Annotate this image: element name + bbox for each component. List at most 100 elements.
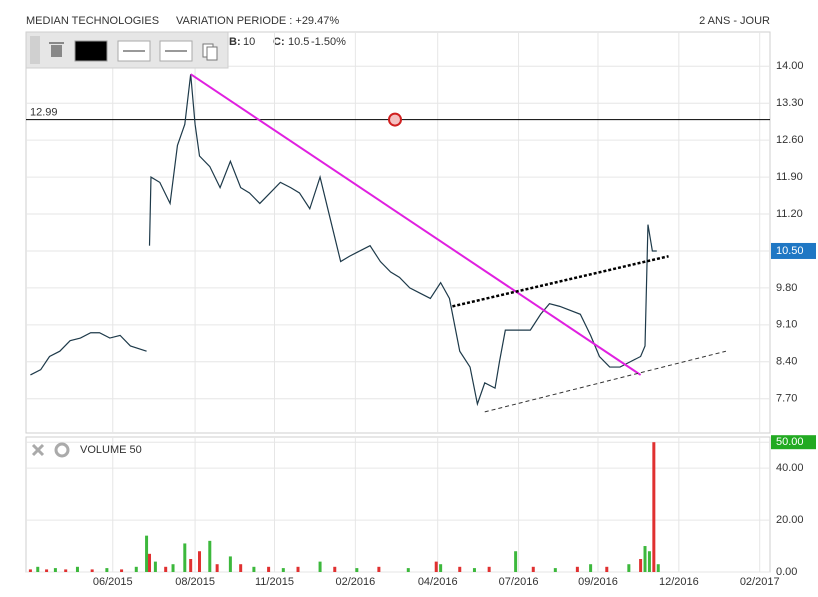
settings-icon[interactable] (54, 442, 70, 458)
line-width-button[interactable] (117, 40, 151, 62)
drawing-toolbar (25, 31, 229, 69)
y-tick-label: 0.00 (776, 566, 797, 578)
volume-bar (472, 568, 476, 572)
volume-bar (64, 569, 68, 572)
x-tick-label: 02/2016 (335, 576, 375, 588)
y-tick-label: 50.00 (776, 436, 804, 448)
volume-bar (318, 561, 322, 572)
volume-bar (171, 564, 175, 572)
volume-bar (90, 569, 94, 572)
volume-bar (553, 568, 557, 572)
volume-bar (627, 564, 631, 572)
volume-bar (183, 543, 187, 572)
hline-label: 12.99 (30, 106, 58, 118)
volume-bar (652, 442, 656, 572)
volume-bar (215, 564, 219, 572)
volume-bar (439, 564, 443, 572)
last-price-box (771, 242, 816, 259)
x-tick-label: 11/2015 (255, 576, 294, 588)
x-tick-label: 07/2016 (499, 576, 539, 588)
y-tick-label: 20.00 (776, 514, 804, 526)
volume-bar (189, 559, 193, 572)
line-style-button[interactable] (159, 40, 193, 62)
trendline (190, 73, 642, 376)
y-tick-label: 9.10 (776, 319, 797, 331)
y-tick-label: 7.70 (776, 393, 797, 405)
volume-bar (589, 564, 593, 572)
volume-bar (639, 559, 643, 572)
last-price-label: 10.50 (776, 245, 804, 257)
x-tick-label: 02/2017 (740, 576, 780, 588)
price-pane (25, 31, 771, 434)
volume-bar (120, 569, 124, 572)
trendline (452, 255, 669, 308)
volume-bar (487, 566, 491, 572)
volume-bar (458, 566, 462, 572)
info-key: B: (229, 36, 241, 48)
volume-bar (377, 566, 381, 572)
y-tick-label: 8.40 (776, 356, 797, 368)
info-key: C: (273, 36, 285, 48)
volume-bar (148, 553, 152, 572)
y-tick-label: 11.90 (776, 171, 803, 183)
volume-bar (134, 566, 138, 572)
price-line (30, 74, 657, 407)
y-tick-highlight (771, 435, 816, 450)
volume-bar (434, 561, 438, 572)
volume-bar (355, 568, 359, 572)
x-tick-label: 08/2015 (175, 576, 215, 588)
volume-bar (53, 568, 57, 572)
x-tick-label: 06/2015 (93, 576, 133, 588)
y-tick-label: 13.30 (776, 97, 804, 109)
chart-subtitle: VARIATION PERIODE : +29.47% (176, 15, 339, 27)
volume-bar (296, 566, 300, 572)
x-tick-label: 12/2016 (659, 576, 699, 588)
volume-bar (647, 551, 651, 572)
volume-bar (514, 551, 518, 572)
y-tick-label: 11.20 (776, 208, 803, 220)
y-tick-label: 40.00 (776, 462, 804, 474)
close-icon[interactable] (31, 443, 45, 457)
volume-bar (164, 566, 168, 572)
line-handle (388, 112, 402, 127)
volume-bar (36, 566, 40, 572)
volume-bar (575, 566, 579, 572)
volume-controls: VOLUME 50 (31, 442, 142, 458)
volume-bar (198, 551, 202, 572)
y-tick-label: 9.80 (776, 282, 797, 294)
volume-bar (45, 569, 49, 572)
volume-bar (281, 568, 285, 572)
y-tick-label: 12.60 (776, 134, 804, 146)
volume-bar (252, 566, 256, 572)
trendline (484, 350, 727, 413)
info-value: 10.5 (288, 36, 309, 48)
info-change: -1.50% (311, 36, 346, 48)
volume-bar (208, 540, 212, 572)
volume-bar (267, 566, 271, 572)
info-row: B: 10 C: 10.5 -1.50% (229, 36, 346, 48)
volume-bar (105, 568, 109, 572)
volume-bar (656, 564, 660, 572)
volume-bar (145, 535, 149, 572)
period-selector[interactable]: 2 ANS - JOUR (699, 15, 770, 27)
volume-bar (75, 566, 79, 572)
x-tick-label: 04/2016 (418, 576, 458, 588)
copy-button[interactable] (202, 43, 218, 61)
volume-bar (28, 569, 32, 572)
volume-bar (605, 566, 609, 572)
volume-bar (239, 564, 243, 572)
volume-bar (153, 561, 157, 572)
info-value: 10 (243, 36, 255, 48)
volume-bar (643, 546, 647, 572)
plot: 06/2015 08/2015 11/2015 02/2016 04/2016 07/20… (26, 32, 816, 588)
delete-button[interactable] (49, 42, 64, 57)
volume-label: VOLUME 50 (80, 444, 142, 456)
volume-pane (25, 436, 771, 573)
volume-bar (333, 566, 337, 572)
color-button[interactable] (74, 40, 108, 62)
x-tick-label: 09/2016 (578, 576, 618, 588)
volume-bar (228, 556, 232, 572)
volume-bar (406, 568, 410, 572)
